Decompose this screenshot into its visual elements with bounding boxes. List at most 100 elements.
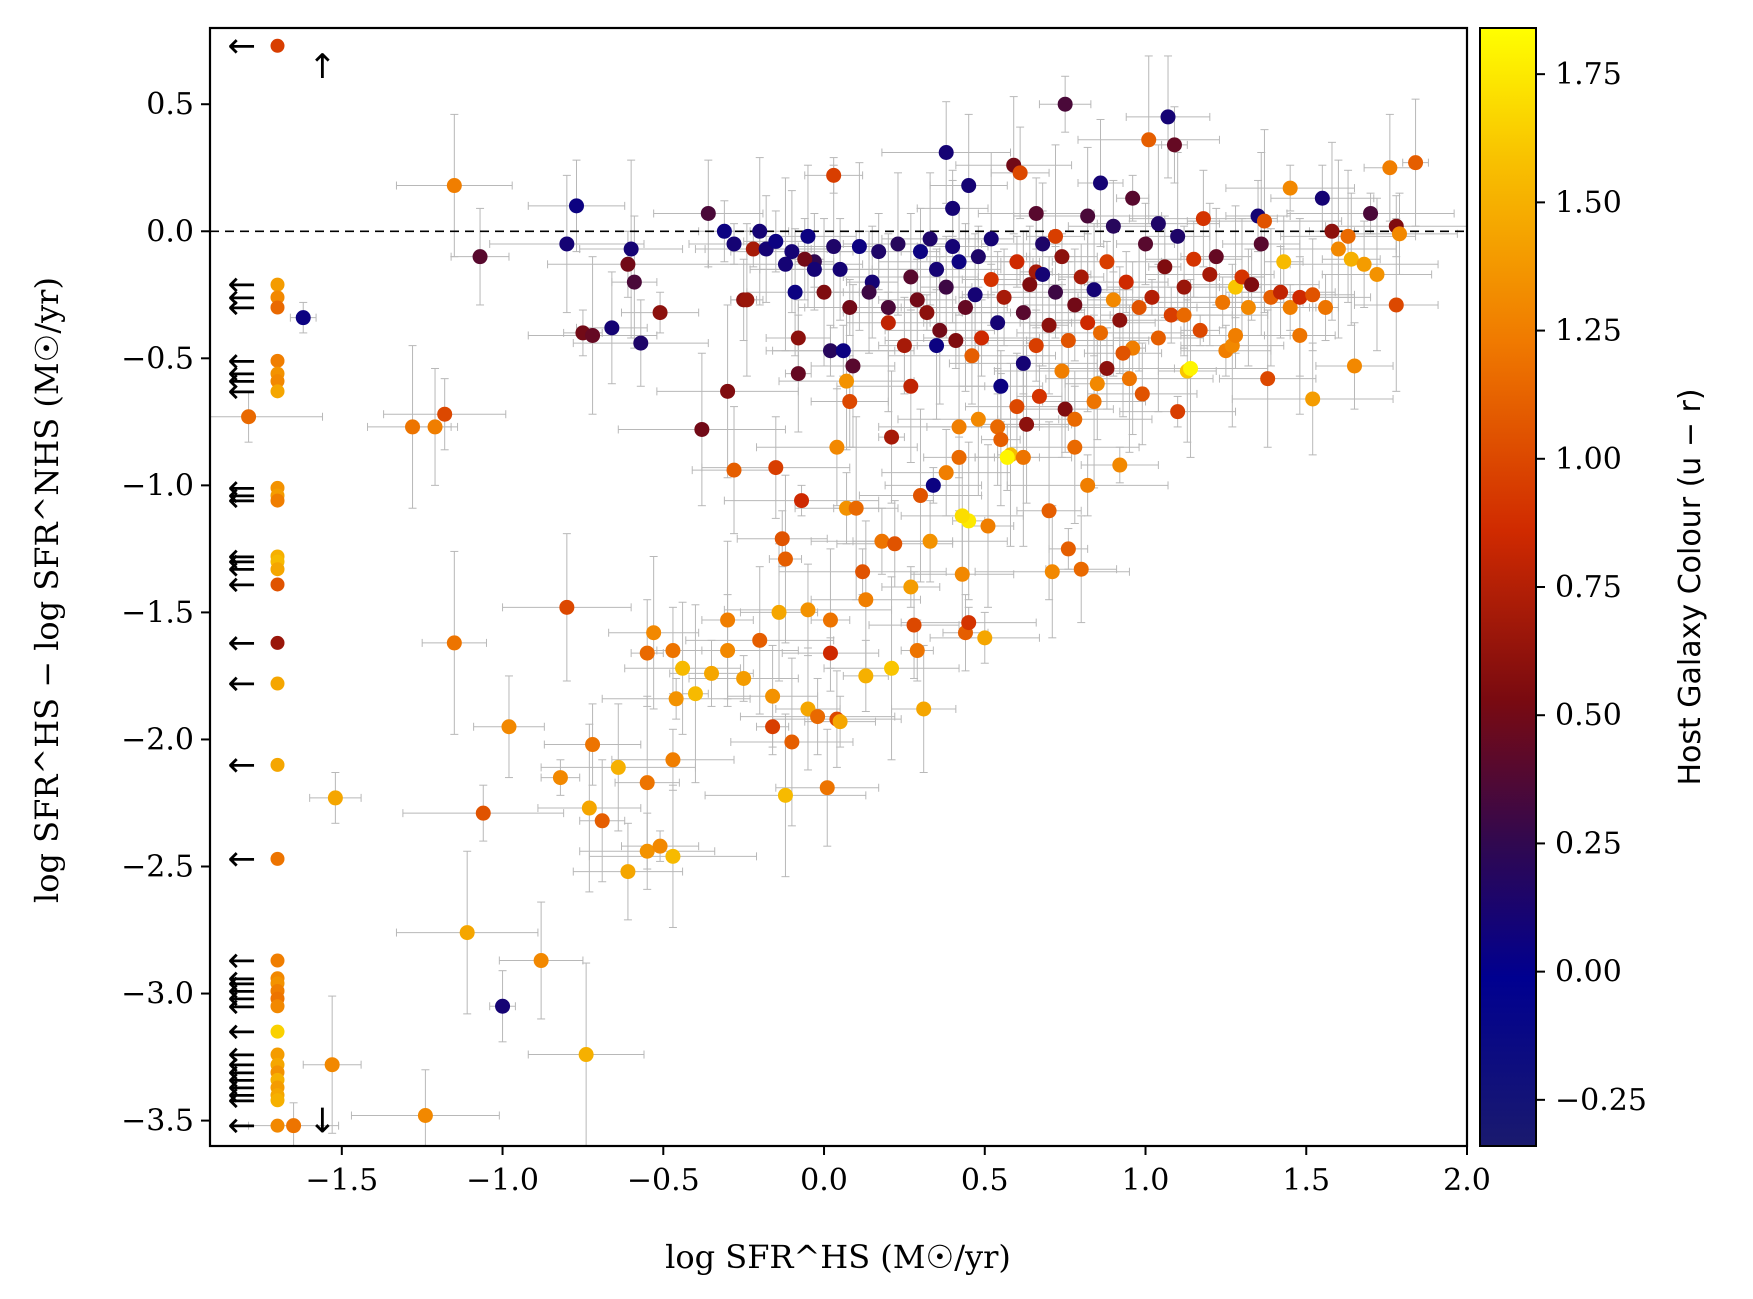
left-arrow-icon: ← (228, 1045, 257, 1085)
left-arrow-icon: ← (228, 664, 257, 704)
data-point (700, 205, 716, 221)
data-point (951, 254, 967, 270)
data-point (1086, 394, 1102, 410)
data-point (652, 305, 668, 321)
left-arrow-icon: ← (228, 986, 257, 1026)
data-point (1118, 274, 1134, 290)
data-point (954, 508, 970, 524)
upper-limit-point (270, 38, 285, 53)
data-point (816, 284, 832, 300)
data-point (1105, 292, 1121, 308)
left-arrow-icon: ← (228, 468, 257, 508)
data-point (1057, 96, 1073, 112)
data-point (1057, 401, 1073, 417)
left-arrow-icon: ← (228, 277, 257, 317)
data-point (794, 493, 810, 509)
data-point (961, 178, 977, 194)
data-point (974, 330, 990, 346)
data-point (1080, 315, 1096, 331)
data-point (472, 249, 488, 265)
data-point (475, 805, 491, 821)
x-tick-label: 1.5 (1282, 1163, 1330, 1198)
data-point (880, 315, 896, 331)
data-point (951, 449, 967, 465)
data-point (1112, 312, 1128, 328)
data-point (687, 686, 703, 702)
data-point (1134, 386, 1150, 402)
left-arrow-icon: ← (228, 1060, 257, 1100)
data-point (1170, 404, 1186, 420)
data-point (993, 378, 1009, 394)
data-point (633, 335, 649, 351)
data-point (1346, 358, 1362, 374)
colorbar-tick-label: 1.25 (1555, 314, 1622, 349)
data-point (1054, 363, 1070, 379)
data-point (1202, 266, 1218, 282)
data-point (405, 419, 421, 435)
data-point (1163, 307, 1179, 323)
data-point (774, 531, 790, 547)
left-arrow-icon: ← (228, 265, 257, 305)
data-point (810, 709, 826, 725)
data-point (929, 261, 945, 277)
data-point (559, 599, 575, 615)
data-point (716, 223, 732, 239)
data-point (1276, 254, 1292, 270)
x-tick-label: 1.0 (1122, 1163, 1170, 1198)
data-point (970, 249, 986, 265)
data-point (495, 998, 511, 1014)
data-point (1244, 277, 1260, 293)
data-point (665, 643, 681, 659)
upper-limit-point (270, 1024, 285, 1039)
data-point (938, 465, 954, 481)
data-point (559, 236, 575, 252)
data-point (829, 439, 845, 455)
left-arrow-icon: ← (228, 745, 257, 785)
data-point (585, 737, 601, 753)
data-point (1099, 360, 1115, 376)
data-point (604, 320, 620, 336)
data-point (842, 300, 858, 315)
data-point (1012, 165, 1028, 181)
data-point (912, 244, 928, 260)
data-point (427, 419, 443, 435)
data-point (1009, 254, 1025, 270)
data-point (1073, 269, 1089, 285)
data-point (967, 287, 983, 303)
data-point (1009, 399, 1025, 415)
upper-limit-point (270, 277, 285, 292)
data-point (1324, 223, 1340, 239)
left-arrow-icon: ← (228, 26, 257, 66)
data-point (983, 272, 999, 288)
left-arrow-icon: ← (228, 354, 257, 394)
data-point (835, 343, 851, 359)
data-point (694, 421, 710, 437)
data-point (241, 409, 257, 425)
data-point (1273, 284, 1289, 300)
data-point (1356, 256, 1372, 272)
data-point (839, 373, 855, 389)
data-point (1240, 300, 1256, 315)
left-arrow-icon: ← (228, 623, 257, 663)
data-point (906, 617, 922, 633)
upper-limit-point (270, 374, 285, 389)
data-point (1015, 449, 1031, 465)
data-point (777, 787, 793, 803)
upper-limit-point (270, 1047, 285, 1062)
left-arrow-icon: ← (228, 549, 257, 589)
data-point (533, 953, 549, 969)
data-point (800, 228, 816, 244)
y-tick-label: 0.5 (146, 87, 194, 122)
upper-limit-arrows: ←←←←←←←←←←←←←←←←←←←←←←←←←←←←←←←←←←↑↓ (228, 26, 337, 1146)
data-point (1022, 277, 1038, 293)
data-point (1363, 205, 1379, 221)
colorbar-tick-label: 1.75 (1555, 57, 1622, 92)
data-point (578, 1047, 594, 1063)
data-point (777, 551, 793, 567)
left-arrow-icon: ← (228, 1106, 257, 1146)
data-point (720, 643, 736, 659)
data-point (1314, 190, 1330, 206)
data-points (241, 38, 1424, 1134)
data-point (880, 300, 896, 315)
upper-limit-point (270, 676, 285, 691)
